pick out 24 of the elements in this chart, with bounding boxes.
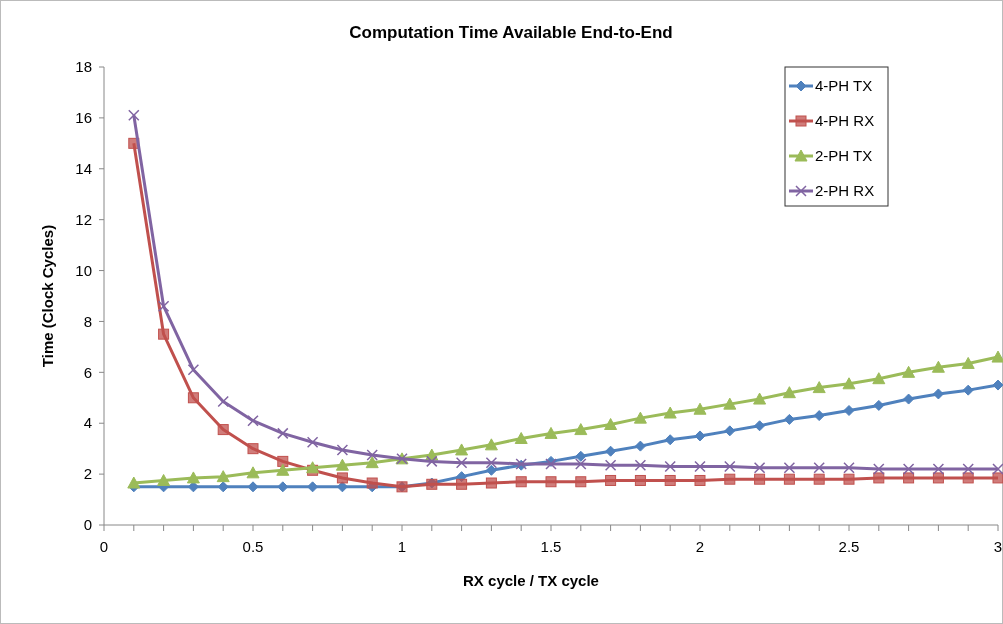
x-tick-label: 0.5 [242,538,264,555]
y-tick-label: 2 [83,465,92,483]
legend-label: 4-PH TX [815,77,873,95]
x-tick-label: 1 [397,538,407,555]
x-axis-title: RX cycle / TX cycle [463,572,599,589]
y-tick-label: 6 [83,363,92,381]
legend-label: 2-PH RX [815,182,875,200]
x-tick-label: 3 [993,538,1003,555]
y-tick-label: 18 [75,58,92,76]
y-tick-label: 10 [75,261,92,279]
y-tick-label: 14 [75,160,92,178]
y-tick-label: 8 [83,312,92,330]
chart-title: Computation Time Available End-to-End [349,23,673,42]
y-tick-label: 4 [83,414,92,432]
x-tick-label: 2 [695,538,705,555]
y-axis-title: Time (Clock Cycles) [39,224,56,368]
x-tick-label: 2.5 [838,538,860,555]
x-tick-label: 0 [99,538,109,555]
y-tick-label: 16 [75,109,92,127]
x-tick-label: 1.5 [540,538,562,555]
legend-label: 2-PH TX [815,147,873,165]
legend-label: 4-PH RX [815,112,875,130]
y-tick-label: 12 [75,210,92,228]
y-tick-label: 0 [83,516,92,534]
